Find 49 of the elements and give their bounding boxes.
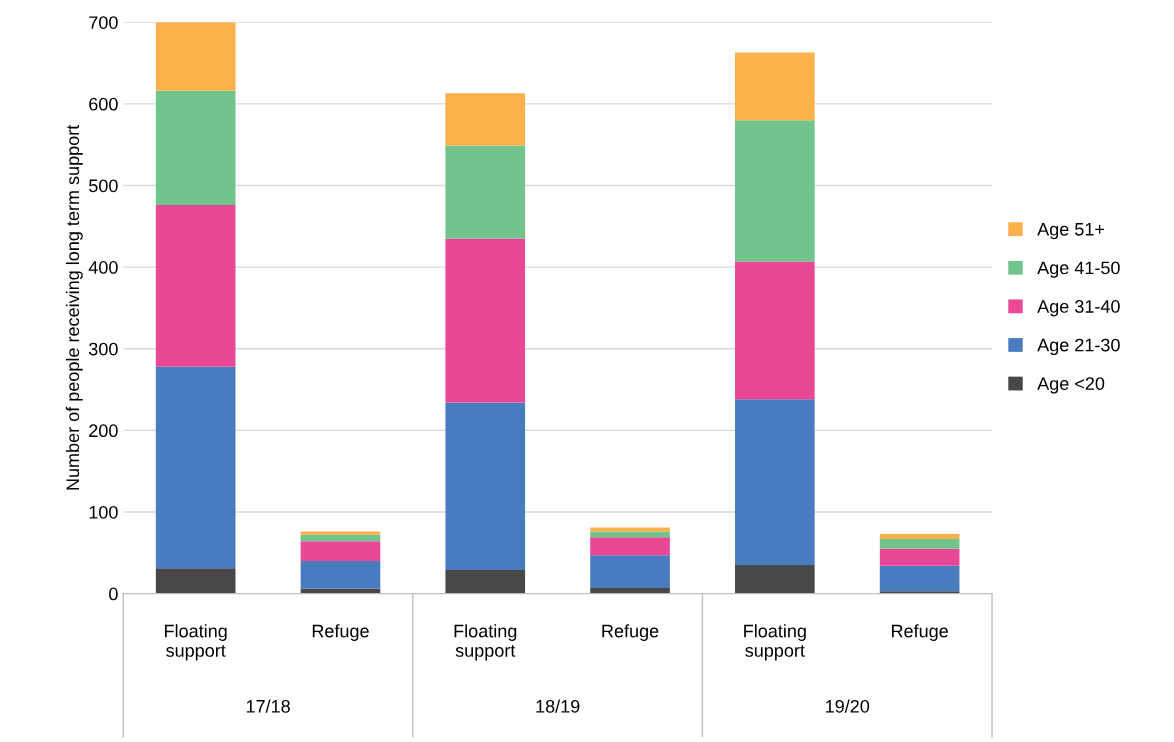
bar [590,537,670,556]
bar [155,568,236,594]
bar [879,565,960,592]
bar [735,261,815,400]
bar [300,541,381,561]
bar [879,534,960,539]
bar [735,120,815,262]
bar [155,22,236,91]
text: 17/18 [246,699,290,713]
x-tick-label: Refuge [312,624,369,641]
y-axis-title: Number of people receiving long term support [65,124,83,490]
bar [590,555,670,588]
y-tick-label: 0 [109,587,118,601]
legend-label: Age 51+ [1037,223,1105,240]
y-tick-label: 700 [89,16,118,29]
x-tick-label: Refuge [602,624,659,641]
text: 19/20 [826,699,870,713]
bar [300,560,381,589]
y-tick-label: 300 [88,342,118,356]
bar [445,238,526,403]
y-tick-label: 100 [89,505,118,519]
x-tick-label: Refuge [892,624,948,641]
bar [879,538,960,549]
legend-label: Age 41-50 [1037,261,1120,278]
bar [300,531,381,535]
y-tick-label: 500 [89,179,118,193]
y-tick-label: 600 [89,97,118,111]
bar [445,402,526,570]
bar [155,205,236,367]
legend-label: Age <20 [1037,377,1105,394]
bar [735,399,815,566]
legend-label: Age 21-30 [1037,338,1120,355]
x-tick-label: Floating support [744,624,806,661]
x-tick-label: Floating support [454,624,517,661]
bar [735,565,815,594]
text: 18/19 [536,699,580,713]
bar [445,93,526,146]
bar [300,534,381,542]
bar [735,52,815,121]
legend-label: Age 31-40 [1037,300,1120,317]
y-tick-label: 200 [89,424,118,438]
x-tick-label: Floating support [165,624,227,661]
bar [155,366,236,569]
bar [879,548,960,566]
bar [590,527,670,532]
bar [445,569,526,594]
y-tick-label: 400 [88,261,118,274]
bar [155,90,236,206]
bar [445,145,526,239]
